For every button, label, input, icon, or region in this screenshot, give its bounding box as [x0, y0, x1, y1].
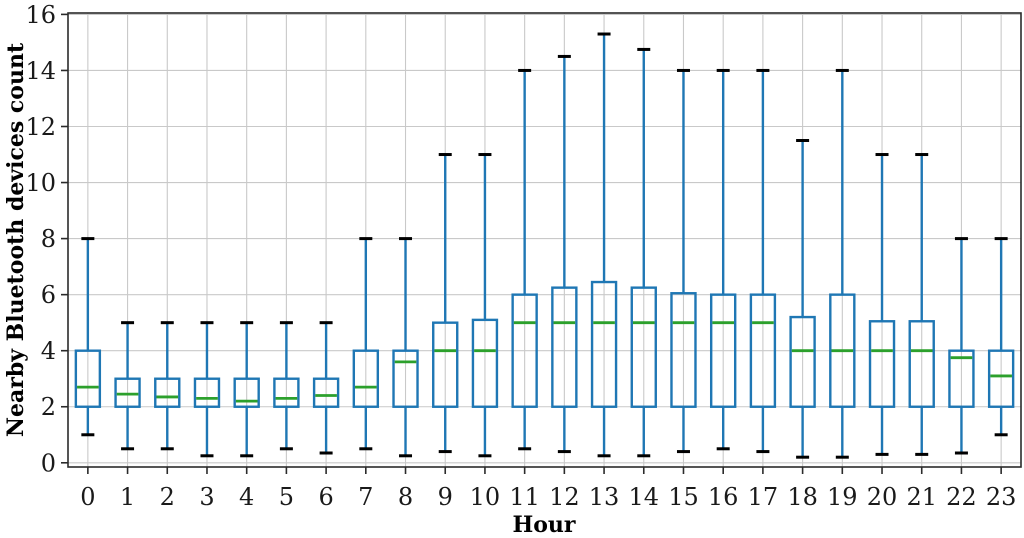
x-tick-label: 10 [470, 483, 501, 511]
boxplot-hour-4 [233, 321, 260, 458]
box-layer [74, 32, 1015, 459]
y-tick-label: 2 [41, 393, 56, 421]
x-tick-label: 15 [668, 483, 699, 511]
boxplot-hour-2 [154, 321, 181, 451]
iqr-box [233, 377, 260, 408]
iqr-box [551, 286, 578, 408]
iqr-box [74, 349, 102, 408]
boxplot-hour-0 [74, 237, 102, 437]
boxplot-hour-11 [511, 68, 538, 451]
x-tick-label: 12 [549, 483, 580, 511]
iqr-box [948, 349, 975, 408]
boxplot-hour-19 [829, 68, 856, 459]
x-tick-label: 7 [358, 483, 373, 511]
iqr-box [908, 320, 935, 408]
y-axis-label: Nearby Bluetooth devices count [3, 42, 29, 437]
x-tick-label: 1 [120, 483, 135, 511]
iqr-box [630, 286, 657, 408]
iqr-box [511, 293, 538, 408]
iqr-box [193, 377, 221, 408]
y-tick-label: 12 [25, 113, 56, 141]
iqr-box [432, 321, 459, 408]
y-tick-label: 16 [25, 1, 56, 29]
x-tick-label: 0 [80, 483, 95, 511]
iqr-box [670, 292, 697, 408]
x-tick-label: 20 [867, 483, 898, 511]
y-tick-label: 0 [41, 449, 56, 477]
iqr-box [114, 377, 141, 408]
x-tick-label: 13 [589, 483, 620, 511]
x-tick-label: 3 [199, 483, 214, 511]
iqr-box [829, 293, 856, 408]
boxplot-hour-5 [273, 321, 300, 451]
boxplot-hour-9 [432, 153, 459, 454]
boxplot-hour-21 [908, 153, 935, 456]
iqr-box [312, 377, 340, 408]
boxplot-hour-3 [193, 321, 221, 458]
iqr-box [392, 349, 419, 408]
x-tick-label: 5 [279, 483, 294, 511]
plot-border [67, 12, 1022, 468]
boxplot-hour-18 [789, 139, 816, 459]
boxplot-hour-8 [392, 237, 419, 458]
x-axis-label: Hour [512, 512, 575, 538]
x-tick-label: 21 [906, 483, 937, 511]
boxplot-hour-12 [551, 54, 578, 454]
y-tick-label: 4 [41, 337, 56, 365]
iqr-box [868, 320, 896, 408]
x-tick-label: 23 [986, 483, 1017, 511]
y-tick-label: 8 [41, 225, 56, 253]
iqr-box [590, 280, 618, 408]
x-tick-label: 18 [787, 483, 818, 511]
boxplot-hour-22 [948, 237, 975, 455]
x-tick-label: 17 [748, 483, 779, 511]
x-tick-label: 11 [509, 483, 540, 511]
iqr-box [471, 318, 499, 408]
iqr-box [352, 349, 380, 408]
boxplot-hour-7 [352, 237, 380, 451]
y-tick-label: 6 [41, 281, 56, 309]
iqr-box [154, 377, 181, 408]
boxplot-hour-14 [630, 47, 657, 458]
boxplot-hour-13 [590, 32, 618, 458]
x-tick-label: 4 [239, 483, 254, 511]
y-tick-label: 14 [25, 57, 56, 85]
boxplot-hour-23 [987, 237, 1015, 437]
iqr-box [749, 293, 777, 408]
y-tick-label: 10 [25, 169, 56, 197]
iqr-box [987, 349, 1015, 408]
x-tick-label: 2 [160, 483, 175, 511]
iqr-box [709, 293, 737, 408]
x-tick-label: 9 [438, 483, 453, 511]
x-tick-label: 22 [946, 483, 977, 511]
x-tick-label: 6 [318, 483, 333, 511]
x-tick-label: 19 [827, 483, 858, 511]
iqr-box [273, 377, 300, 408]
boxplot-hour-1 [114, 321, 141, 451]
boxplot-hour-10 [471, 153, 499, 458]
boxplot-hour-15 [670, 68, 697, 454]
boxplot-hour-17 [749, 68, 777, 454]
x-tick-label: 8 [398, 483, 413, 511]
boxplot-hour-20 [868, 153, 896, 456]
x-tick-label: 14 [628, 483, 659, 511]
boxplot-hour-16 [709, 68, 737, 451]
x-tick-label: 16 [708, 483, 739, 511]
boxplot-hour-6 [312, 321, 340, 455]
iqr-box [789, 315, 816, 408]
